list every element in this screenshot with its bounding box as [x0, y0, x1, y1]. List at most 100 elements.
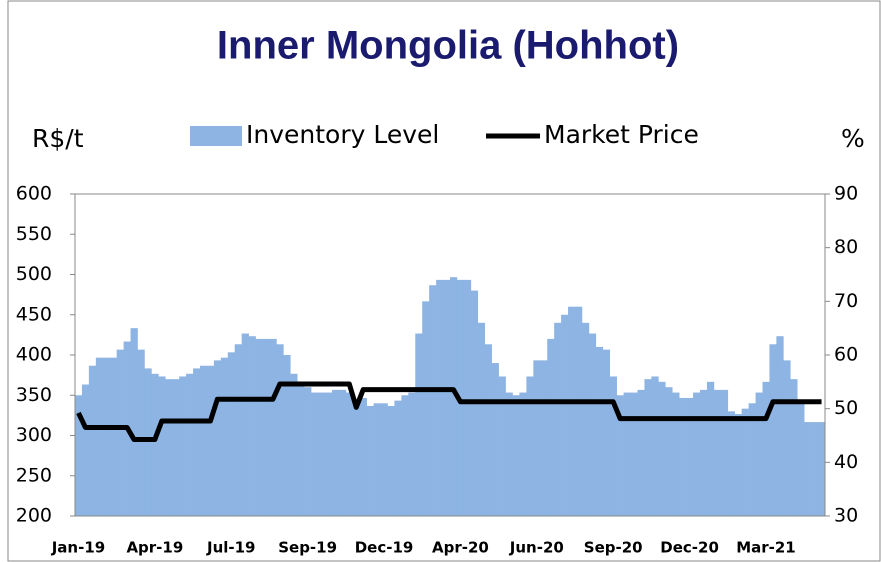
- y-tick-label: 450: [16, 303, 52, 325]
- bar: [213, 360, 222, 516]
- bar: [422, 301, 430, 516]
- bar: [234, 344, 242, 516]
- bar: [311, 392, 319, 516]
- bar: [790, 379, 798, 516]
- bar: [408, 392, 416, 516]
- bar: [443, 279, 451, 516]
- bar: [109, 357, 117, 516]
- bar: [186, 373, 194, 516]
- y2-axis-label: %: [841, 124, 865, 153]
- bar: [588, 333, 597, 516]
- y2-tick-label: 70: [834, 290, 858, 312]
- bar: [95, 357, 104, 516]
- bar: [700, 389, 708, 516]
- bar: [338, 389, 347, 516]
- bar: [429, 285, 437, 516]
- bar: [415, 333, 423, 516]
- y-tick-label: 550: [16, 223, 52, 245]
- bar: [394, 400, 402, 516]
- bar: [276, 344, 284, 516]
- bar: [262, 338, 270, 516]
- y2-tick-label: 80: [834, 236, 858, 258]
- bar: [686, 397, 694, 516]
- bar: [526, 376, 534, 516]
- bar: [575, 306, 583, 516]
- bar: [88, 365, 97, 516]
- bar: [797, 403, 805, 516]
- x-tick-label: Jun-20: [509, 539, 564, 557]
- y-tick-label: 200: [16, 505, 52, 527]
- bar: [366, 405, 374, 516]
- bar: [81, 384, 90, 516]
- x-tick-label: Jul-19: [206, 539, 256, 557]
- bar: [248, 336, 256, 516]
- y2-tick-label: 30: [834, 505, 858, 527]
- y2-tick-label: 40: [834, 451, 858, 473]
- bar: [741, 408, 749, 516]
- x-tick-label: Dec-19: [355, 539, 414, 557]
- bar: [658, 381, 666, 516]
- bar: [172, 379, 180, 516]
- bar: [630, 392, 638, 516]
- bar: [200, 365, 208, 516]
- bar: [818, 422, 826, 516]
- chart-frame: [7, 0, 881, 562]
- y-tick-label: 250: [16, 464, 52, 486]
- bar: [769, 344, 777, 516]
- bar: [561, 314, 569, 516]
- bar: [318, 392, 326, 516]
- bar: [255, 338, 263, 516]
- y-tick-label: 600: [16, 183, 52, 205]
- y-tick-label: 500: [16, 263, 52, 285]
- y-tick-label: 350: [16, 384, 52, 406]
- bar: [533, 360, 541, 516]
- bar: [734, 414, 742, 516]
- y-axis-label: R$/t: [32, 124, 84, 153]
- bar: [102, 357, 111, 516]
- bar: [804, 422, 812, 516]
- line: [76, 381, 822, 443]
- x-tick-label: Apr-20: [432, 539, 489, 557]
- bar: [304, 387, 312, 516]
- legend-label: Market Price: [544, 120, 699, 149]
- bar: [144, 368, 152, 516]
- bar: [755, 392, 763, 516]
- bar: [651, 376, 659, 516]
- bar: [644, 379, 652, 516]
- bar: [720, 389, 729, 516]
- bar: [345, 392, 354, 516]
- x-tick-label: Jan-19: [51, 539, 105, 557]
- bar: [165, 379, 173, 516]
- bar: [290, 373, 298, 516]
- bar: [512, 395, 520, 516]
- bar: [672, 392, 680, 516]
- bar: [727, 411, 736, 516]
- bar: [602, 349, 611, 516]
- bar: [380, 403, 388, 516]
- bar: [505, 392, 513, 516]
- x-tick-label: Dec-20: [660, 539, 719, 557]
- bar: [568, 306, 576, 516]
- bar: [130, 328, 138, 516]
- bar: [450, 277, 458, 516]
- bar: [762, 381, 770, 516]
- bar: [269, 338, 277, 516]
- bar: [554, 322, 562, 516]
- bar: [179, 376, 187, 516]
- bar: [331, 389, 340, 516]
- bar: [325, 392, 333, 516]
- bar: [547, 338, 555, 516]
- bar: [436, 279, 444, 516]
- bar: [519, 392, 527, 516]
- bar: [352, 403, 361, 516]
- x-tick-label: Sep-19: [278, 539, 337, 557]
- bar: [151, 373, 159, 516]
- bar: [748, 403, 756, 516]
- bar: [498, 376, 506, 516]
- bar: [665, 387, 673, 516]
- bar: [783, 360, 791, 516]
- legend: Inventory Level Market Price: [190, 120, 699, 149]
- bar: [693, 392, 701, 516]
- bar: [623, 392, 631, 516]
